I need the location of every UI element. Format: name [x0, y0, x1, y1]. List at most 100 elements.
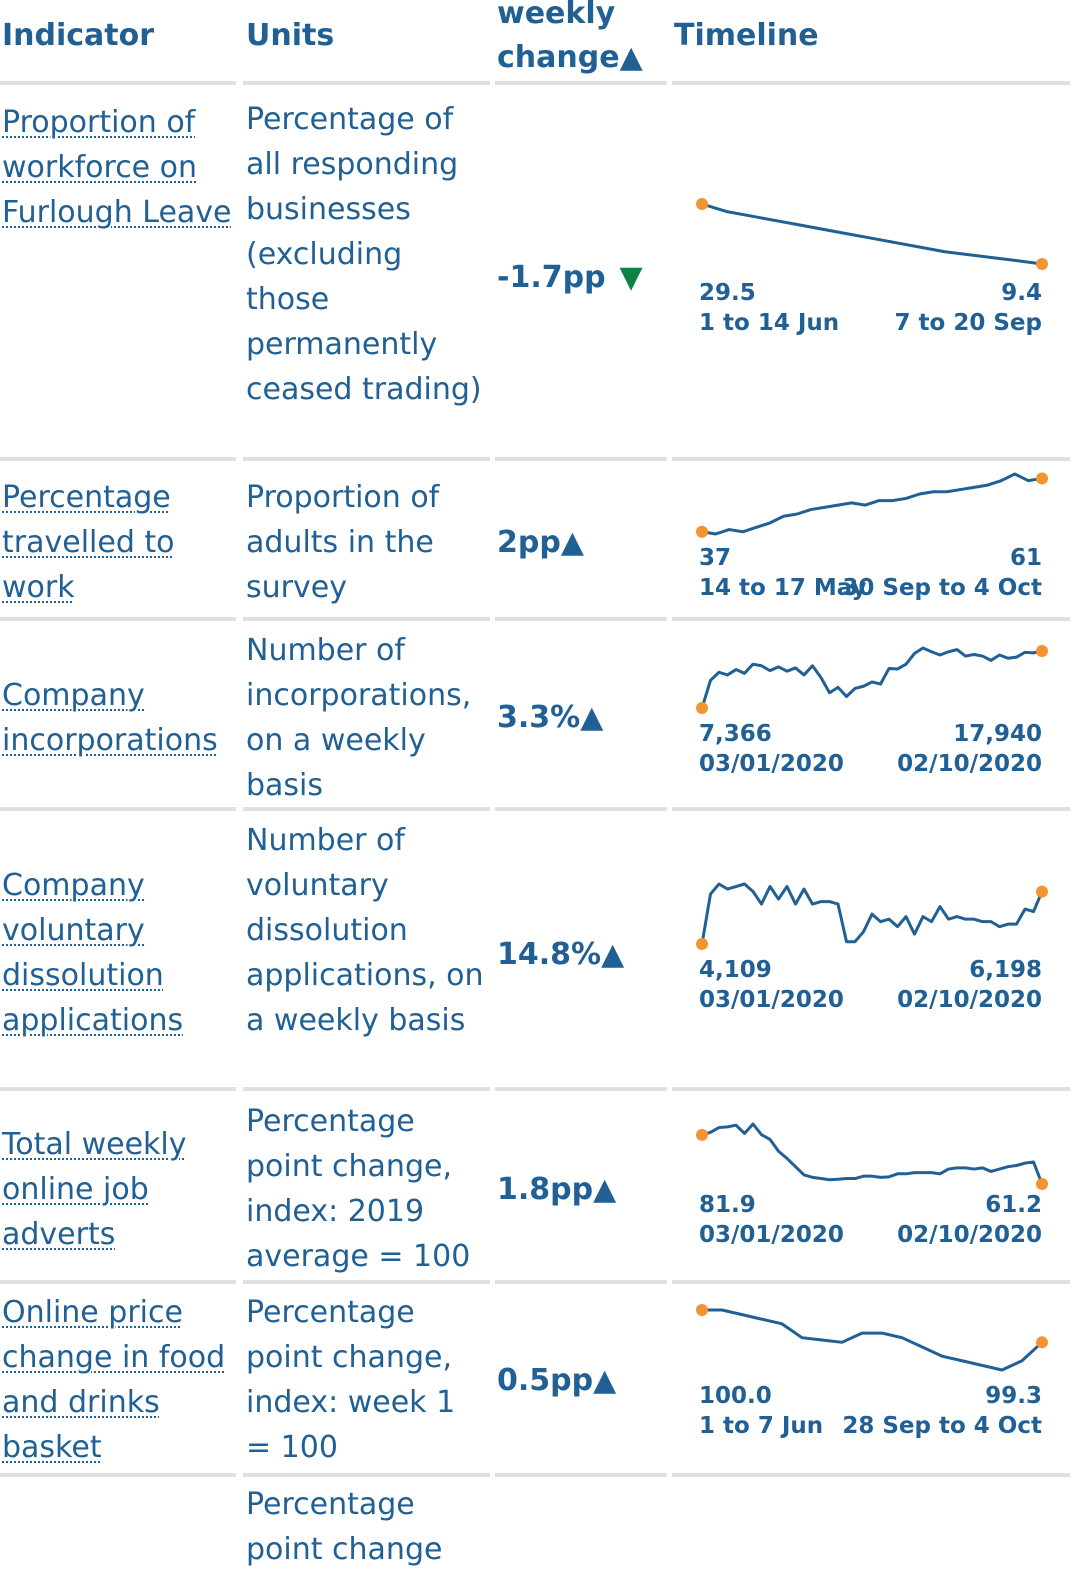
- weekly-change-value: 2pp: [497, 525, 561, 560]
- weekly-change-cell: 14.8%▲: [497, 932, 667, 977]
- column-header-timeline: Timeline: [674, 18, 819, 53]
- weekly-change-value: 14.8%: [497, 937, 602, 972]
- column-header-units[interactable]: Units: [246, 18, 335, 53]
- sparkline-end-marker: [1036, 885, 1048, 898]
- weekly-change-cell: 0.5pp▲: [497, 1358, 667, 1403]
- row-divider: [495, 1280, 667, 1284]
- up-arrow-icon: ▲: [593, 1172, 617, 1207]
- row-divider: [0, 1087, 236, 1091]
- timeline-sparkline: [692, 1302, 1052, 1422]
- timeline-end-label: 02/10/2020: [897, 987, 1042, 1013]
- indicator-link[interactable]: Proportion of workforce on Furlough Leav…: [2, 105, 232, 230]
- timeline-start-value: 81.9: [699, 1192, 756, 1218]
- sparkline-path: [701, 202, 1043, 266]
- up-arrow-icon: ▲: [560, 525, 584, 560]
- timeline-start-label: 03/01/2020: [699, 1222, 844, 1248]
- sparkline-svg: [696, 198, 1048, 270]
- timeline-sparkline: [692, 196, 1052, 316]
- row-divider: [495, 457, 667, 461]
- up-arrow-icon: ▲: [593, 1363, 617, 1398]
- sparkline-end-marker: [1036, 645, 1048, 658]
- indicator-link[interactable]: Company voluntary dissolution applicatio…: [2, 868, 184, 1038]
- row-divider: [0, 807, 236, 811]
- sparkline-start-marker: [696, 1128, 708, 1141]
- sparkline-end-marker: [1036, 472, 1048, 485]
- indicator-link[interactable]: Total weekly online job adverts: [2, 1127, 187, 1252]
- weekly-change-value: 0.5pp: [497, 1363, 594, 1398]
- row-divider: [495, 1087, 667, 1091]
- down-arrow-icon: ▼: [619, 260, 643, 295]
- header-divider: [672, 81, 1070, 85]
- up-arrow-icon: ▲: [601, 937, 625, 972]
- indicator-cell: Total weekly online job adverts: [2, 1122, 234, 1257]
- row-divider: [672, 807, 1070, 811]
- timeline-end-label: 30 Sep to 4 Oct: [842, 575, 1042, 601]
- timeline-end-value: 61: [1009, 545, 1042, 571]
- timeline-end-value: 61.2: [985, 1192, 1042, 1218]
- sparkline-end-marker: [1036, 1178, 1048, 1190]
- indicator-link[interactable]: Online price change in food and drinks b…: [2, 1295, 226, 1465]
- timeline-start-label: 1 to 7 Jun: [699, 1413, 824, 1439]
- indicator-link[interactable]: Percentage travelled to work: [2, 480, 175, 605]
- sparkline-start-marker: [696, 1304, 708, 1316]
- indicator-cell: Proportion of workforce on Furlough Leav…: [2, 100, 234, 235]
- row-divider: [672, 457, 1070, 461]
- timeline-start-label: 14 to 17 May: [699, 575, 867, 601]
- timeline-sparkline: [692, 876, 1052, 996]
- header-divider: [495, 81, 667, 85]
- row-divider: [672, 1087, 1070, 1091]
- timeline-start-value: 7,366: [699, 721, 772, 747]
- row-divider: [243, 1280, 490, 1284]
- weekly-change-cell: 2pp▲: [497, 520, 667, 565]
- sparkline-start-marker: [696, 938, 708, 950]
- row-divider: [0, 1280, 236, 1284]
- timeline-start-value: 100.0: [699, 1383, 772, 1409]
- timeline-sparkline: [692, 1116, 1052, 1236]
- sparkline-start-marker: [696, 702, 708, 714]
- timeline-sparkline: [692, 640, 1052, 760]
- column-header-weekly-change[interactable]: weekly change▲: [497, 0, 643, 80]
- weekly-change-cell: 1.8pp▲: [497, 1167, 667, 1212]
- up-arrow-icon: ▲: [580, 700, 604, 735]
- row-divider: [0, 617, 236, 621]
- column-header-indicator[interactable]: Indicator: [2, 18, 155, 53]
- timeline-start-value: 4,109: [699, 957, 772, 983]
- weekly-change-line2: change: [497, 40, 620, 75]
- sparkline-svg: [696, 472, 1048, 538]
- header-divider: [0, 81, 236, 85]
- row-divider: [672, 1280, 1070, 1284]
- sparkline-path: [701, 472, 1043, 536]
- weekly-change-line1: weekly: [497, 0, 616, 31]
- indicator-cell: Online price change in food and drinks b…: [2, 1290, 234, 1470]
- weekly-change-cell: 3.3%▲: [497, 695, 667, 740]
- units-cell: Percentage of all responding businesses …: [246, 102, 482, 407]
- row-divider: [243, 457, 490, 461]
- sparkline-end-marker: [1036, 1336, 1048, 1349]
- row-divider: [243, 807, 490, 811]
- row-divider: [672, 617, 1070, 621]
- sparkline-start-marker: [696, 525, 708, 538]
- weekly-change-value: 1.8pp: [497, 1172, 594, 1207]
- indicator-link[interactable]: Company incorporations: [2, 678, 218, 758]
- units-cell: Number of incorporations, on a weekly ba…: [246, 633, 472, 803]
- indicator-cell: Company voluntary dissolution applicatio…: [2, 863, 234, 1043]
- sparkline-svg: [696, 882, 1048, 950]
- timeline-end-value: 6,198: [969, 957, 1042, 983]
- row-divider: [495, 1473, 667, 1477]
- timeline-start-value: 29.5: [699, 280, 756, 306]
- weekly-change-value: 3.3%: [497, 700, 581, 735]
- units-cell: Proportion of adults in the survey: [246, 480, 440, 605]
- units-cell: Percentage point change, index: week 1 =…: [246, 1295, 456, 1465]
- row-divider: [243, 1473, 490, 1477]
- units-cell: Number of voluntary dissolution applicat…: [246, 823, 484, 1038]
- sort-ascending-icon[interactable]: ▲: [619, 40, 643, 75]
- timeline-end-value: 99.3: [985, 1383, 1042, 1409]
- timeline-start-label: 03/01/2020: [699, 987, 844, 1013]
- timeline-end-label: 02/10/2020: [897, 1222, 1042, 1248]
- sparkline-path: [702, 1308, 1044, 1372]
- sparkline-path: [700, 882, 1044, 945]
- sparkline-svg: [696, 1304, 1048, 1372]
- timeline-start-label: 03/01/2020: [699, 751, 844, 777]
- weekly-change-cell: -1.7pp ▼: [497, 255, 667, 300]
- row-divider: [672, 1473, 1070, 1477]
